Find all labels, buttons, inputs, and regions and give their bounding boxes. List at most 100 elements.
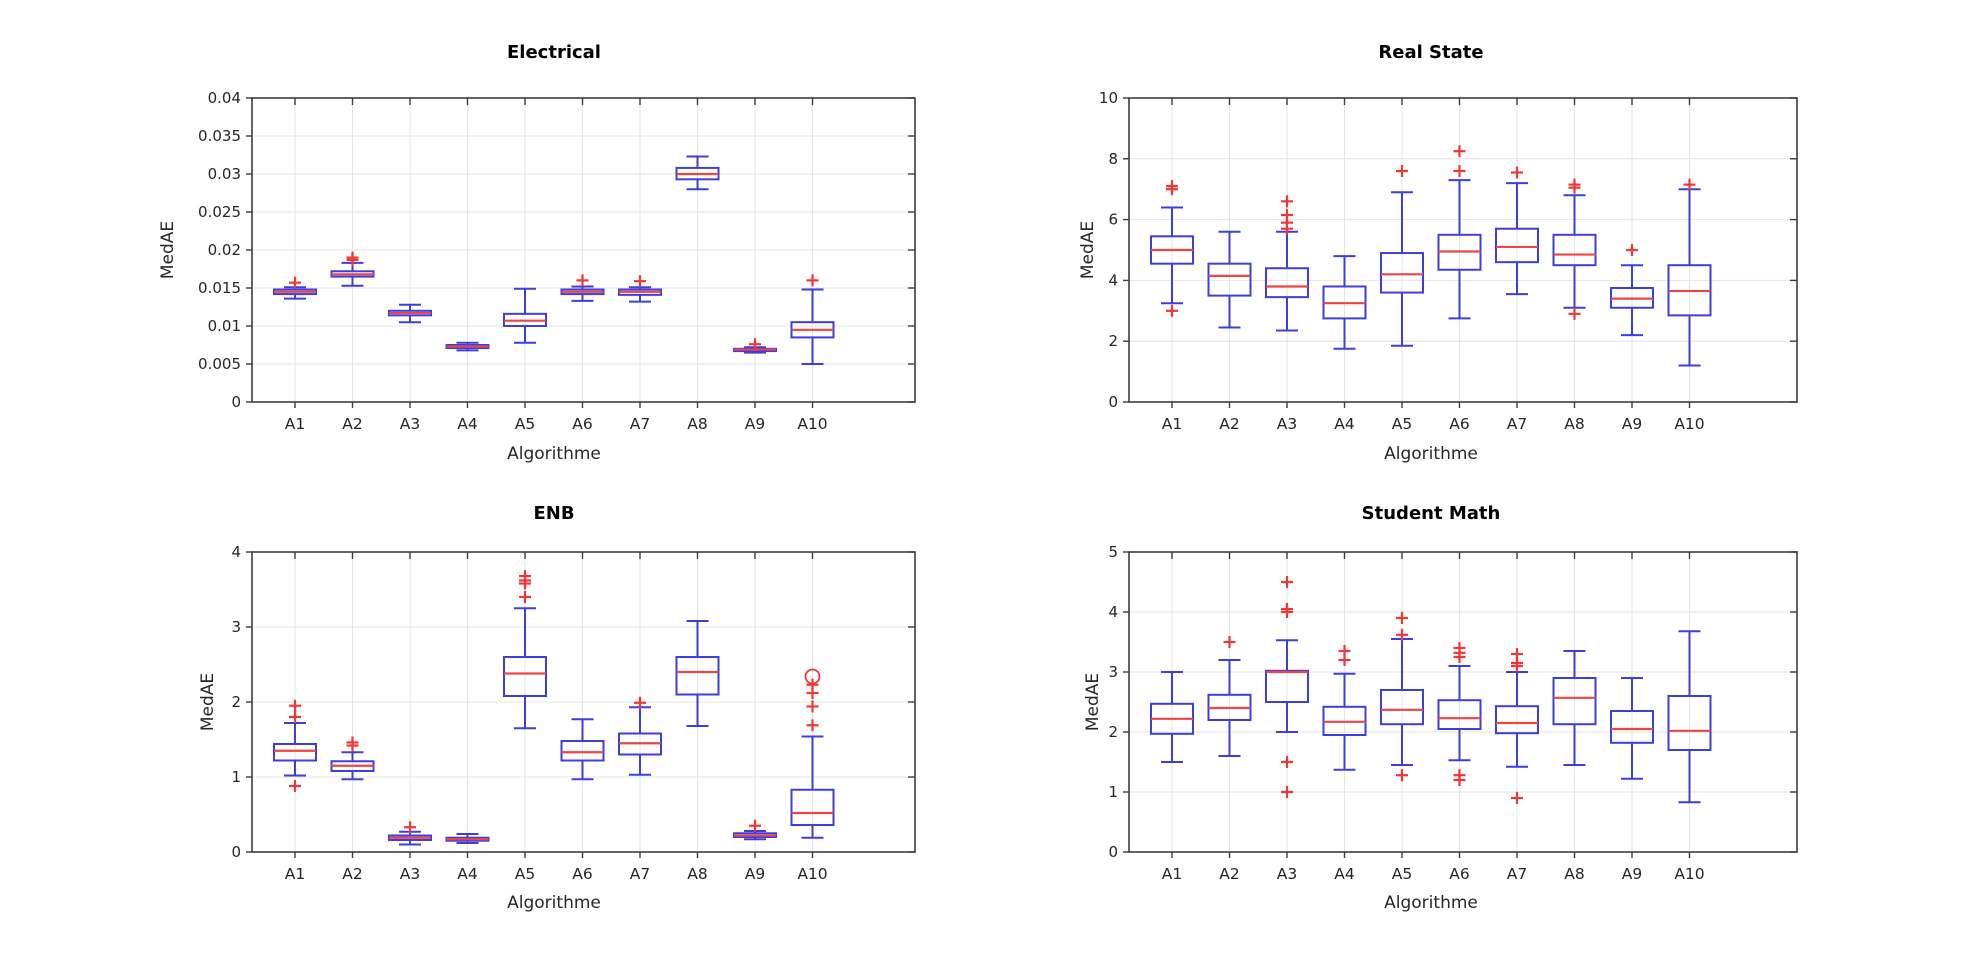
box-iqr xyxy=(560,740,605,762)
x-axis-label-student-math: Algorithme xyxy=(1384,893,1478,913)
box-iqr xyxy=(790,788,835,826)
x-axis-label-electrical: Algorithme xyxy=(507,444,601,464)
x-category-label: A4 xyxy=(1334,415,1354,433)
x-category-label: A6 xyxy=(1449,865,1469,883)
box-iqr xyxy=(273,743,317,762)
box-iqr xyxy=(1437,699,1482,731)
y-tick-label: 4 xyxy=(1108,603,1118,621)
x-category-label: A9 xyxy=(1622,865,1642,883)
box-iqr xyxy=(1265,267,1309,299)
subplot-title-electrical: Electrical xyxy=(507,42,601,63)
x-category-label: A8 xyxy=(1564,865,1584,883)
y-tick-label: 0.04 xyxy=(208,89,241,107)
box-iqr xyxy=(1495,227,1539,264)
x-category-label: A6 xyxy=(1449,415,1469,433)
y-axis-label-enb: MedAE xyxy=(198,672,218,732)
x-category-label: A7 xyxy=(630,865,650,883)
y-tick-label: 0 xyxy=(1108,393,1118,411)
x-category-label: A4 xyxy=(457,865,477,883)
x-category-label: A10 xyxy=(1674,865,1704,883)
y-tick-label: 0 xyxy=(231,393,241,411)
box-iqr xyxy=(1552,677,1597,726)
x-category-label: A1 xyxy=(285,865,305,883)
x-axis-label-enb: Algorithme xyxy=(507,893,601,913)
x-category-label: A8 xyxy=(687,415,707,433)
y-tick-label: 4 xyxy=(1108,271,1118,289)
x-category-label: A10 xyxy=(797,415,827,433)
y-tick-label: 6 xyxy=(1108,211,1118,229)
x-category-label: A9 xyxy=(1622,415,1642,433)
x-category-label: A8 xyxy=(1564,415,1584,433)
x-category-label: A9 xyxy=(745,865,765,883)
box-iqr xyxy=(675,656,720,696)
x-category-label: A1 xyxy=(1162,865,1182,883)
box-iqr xyxy=(1207,262,1252,297)
y-tick-label: 2 xyxy=(231,693,241,711)
x-category-label: A2 xyxy=(1219,415,1239,433)
y-tick-label: 0.015 xyxy=(198,279,241,297)
x-category-label: A6 xyxy=(572,415,592,433)
subplot-title-real-state: Real State xyxy=(1378,42,1484,63)
x-axis-label-real-state: Algorithme xyxy=(1384,444,1478,464)
x-category-label: A5 xyxy=(515,415,535,433)
x-category-label: A2 xyxy=(342,865,362,883)
x-category-label: A7 xyxy=(630,415,650,433)
x-category-label: A1 xyxy=(285,415,305,433)
x-category-label: A7 xyxy=(1507,415,1527,433)
box-iqr xyxy=(503,656,547,697)
x-category-label: A5 xyxy=(1392,415,1412,433)
y-tick-label: 0 xyxy=(1108,843,1118,861)
box-iqr xyxy=(1667,695,1712,751)
x-category-label: A9 xyxy=(745,415,765,433)
x-category-label: A3 xyxy=(1277,415,1297,433)
x-category-label: A5 xyxy=(515,865,535,883)
y-tick-label: 0.03 xyxy=(208,165,241,183)
box-iqr xyxy=(1380,689,1424,726)
y-tick-label: 5 xyxy=(1108,543,1118,561)
subplot-title-student-math: Student Math xyxy=(1361,503,1501,524)
x-category-label: A3 xyxy=(400,415,420,433)
box-iqr xyxy=(1552,233,1597,267)
y-tick-label: 1 xyxy=(1108,783,1118,801)
x-category-label: A2 xyxy=(342,415,362,433)
y-tick-label: 2 xyxy=(1108,723,1118,741)
x-category-label: A2 xyxy=(1219,865,1239,883)
x-category-label: A7 xyxy=(1507,865,1527,883)
x-category-label: A4 xyxy=(1334,865,1354,883)
x-category-label: A6 xyxy=(572,865,592,883)
box-iqr xyxy=(1610,710,1654,744)
y-tick-label: 3 xyxy=(1108,663,1118,681)
x-category-label: A1 xyxy=(1162,415,1182,433)
box-iqr xyxy=(1265,669,1309,703)
axes-frame xyxy=(1128,551,1798,853)
x-category-label: A4 xyxy=(457,415,477,433)
y-tick-label: 0.035 xyxy=(198,127,241,145)
axes-frame xyxy=(1128,97,1798,403)
x-category-label: A5 xyxy=(1392,865,1412,883)
box-iqr xyxy=(1495,705,1539,735)
y-axis-label-electrical: MedAE xyxy=(158,220,178,280)
x-category-label: A3 xyxy=(1277,865,1297,883)
y-tick-label: 8 xyxy=(1108,150,1118,168)
y-axis-label-student-math: MedAE xyxy=(1083,672,1103,732)
y-tick-label: 2 xyxy=(1108,332,1118,350)
y-tick-label: 4 xyxy=(231,543,241,561)
x-category-label: A10 xyxy=(1674,415,1704,433)
y-tick-label: 3 xyxy=(231,618,241,636)
y-tick-label: 0.02 xyxy=(208,241,241,259)
subplot-title-enb: ENB xyxy=(533,503,575,524)
x-category-label: A3 xyxy=(400,865,420,883)
y-tick-label: 0.025 xyxy=(198,203,241,221)
y-tick-label: 0.01 xyxy=(208,317,241,335)
y-tick-label: 1 xyxy=(231,768,241,786)
y-tick-label: 0.005 xyxy=(198,355,241,373)
x-category-label: A8 xyxy=(687,865,707,883)
y-tick-label: 10 xyxy=(1099,89,1118,107)
y-tick-label: 0 xyxy=(231,843,241,861)
box-iqr xyxy=(1380,252,1424,294)
y-axis-label-real-state: MedAE xyxy=(1078,220,1098,280)
outlier-circle-icon xyxy=(804,668,821,685)
x-category-label: A10 xyxy=(797,865,827,883)
